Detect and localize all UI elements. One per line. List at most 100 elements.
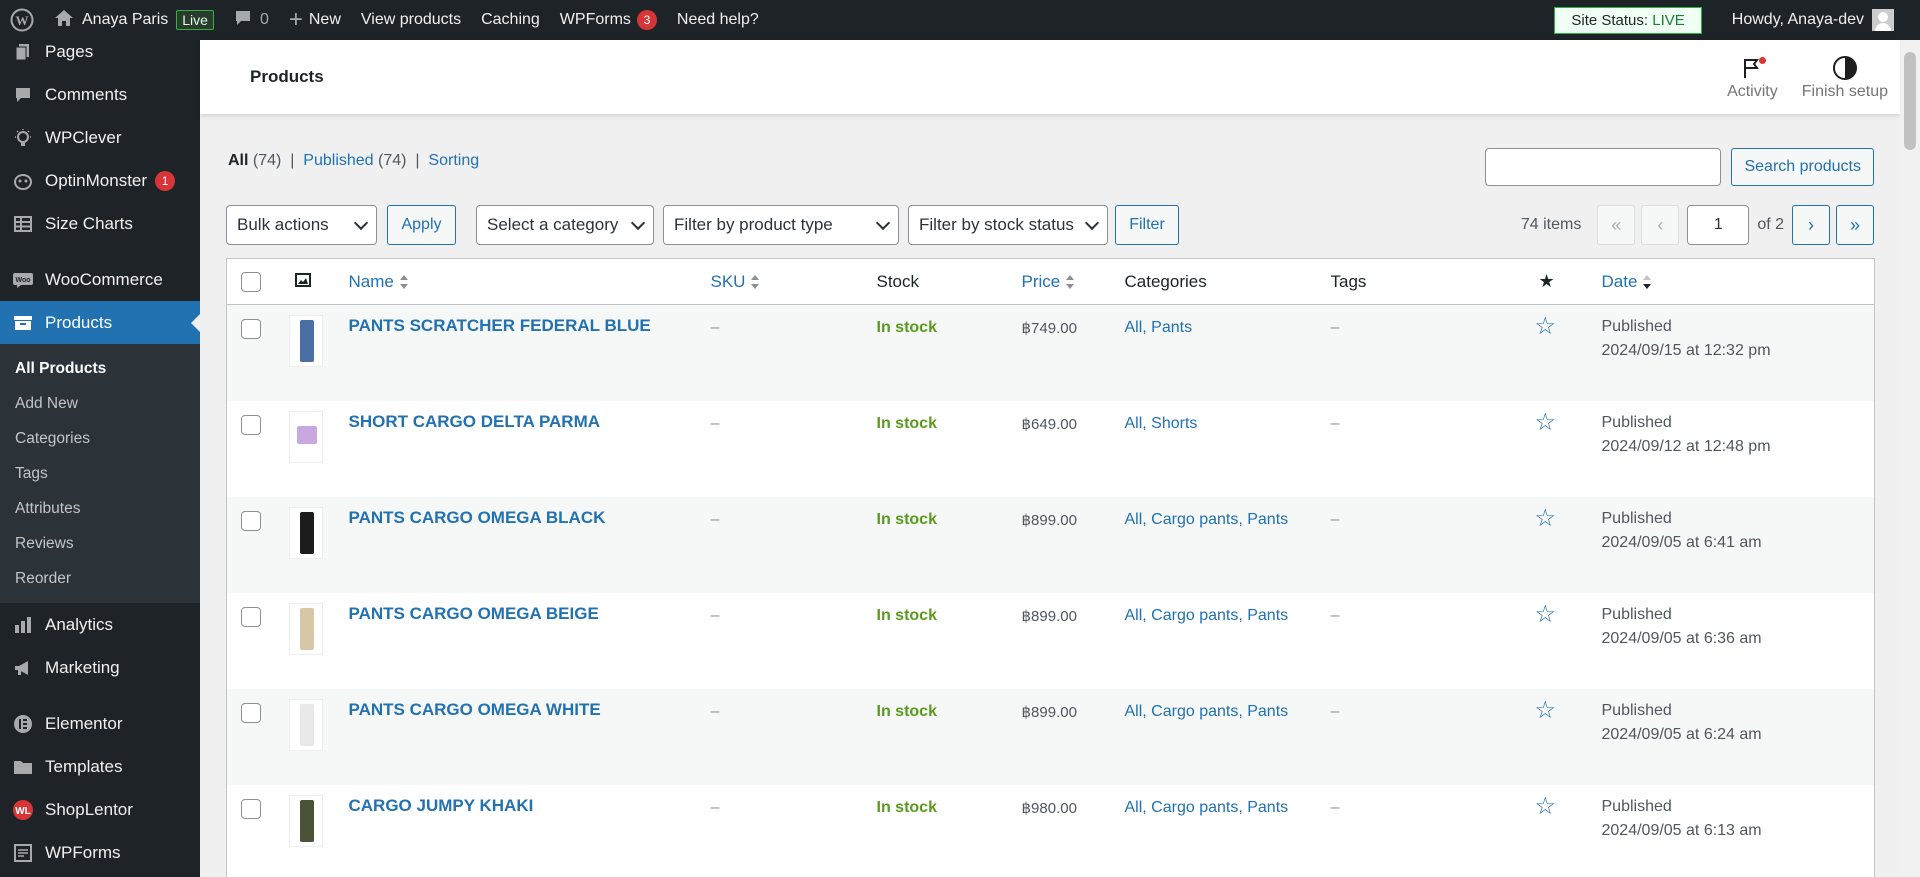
sidebar-item-woocommerce[interactable]: Woo WooCommerce bbox=[0, 258, 200, 301]
submenu-attributes[interactable]: Attributes bbox=[15, 499, 81, 517]
view-filters: All (74) | Published (74) | Sorting bbox=[228, 152, 480, 169]
submenu-tags[interactable]: Tags bbox=[15, 464, 48, 482]
featured-star-outline-icon[interactable]: ☆ bbox=[1534, 313, 1557, 340]
category-select[interactable]: Select a category bbox=[476, 205, 654, 245]
product-thumbnail[interactable] bbox=[288, 698, 323, 751]
column-price-label: Price bbox=[1021, 271, 1061, 291]
view-sorting-link[interactable]: Sorting bbox=[428, 152, 480, 169]
caching-link[interactable]: Caching bbox=[481, 11, 540, 28]
featured-star-outline-icon[interactable]: ☆ bbox=[1534, 792, 1557, 820]
product-categories[interactable]: All, Pants bbox=[1124, 319, 1193, 336]
comments-link[interactable]: 0 bbox=[224, 0, 279, 40]
row-checkbox[interactable] bbox=[241, 414, 261, 435]
submenu-reorder[interactable]: Reorder bbox=[15, 569, 71, 587]
column-price[interactable]: Price bbox=[1021, 258, 1125, 305]
row-checkbox[interactable] bbox=[241, 319, 261, 339]
search-input[interactable] bbox=[1485, 148, 1722, 186]
row-checkbox[interactable] bbox=[241, 510, 261, 531]
product-price: ฿899.00 bbox=[1021, 511, 1077, 529]
submenu-add-new[interactable]: Add New bbox=[15, 394, 78, 412]
product-categories[interactable]: All, Cargo pants, Pants bbox=[1124, 510, 1289, 528]
product-name-link[interactable]: PANTS CARGO OMEGA BEIGE bbox=[348, 603, 599, 623]
product-name-link[interactable]: SHORT CARGO DELTA PARMA bbox=[348, 411, 601, 431]
product-thumbnail[interactable] bbox=[288, 506, 323, 559]
column-sku[interactable]: SKU bbox=[710, 258, 877, 305]
sidebar-item-elementor[interactable]: Elementor bbox=[0, 702, 200, 745]
sidebar-item-shoplentor[interactable]: WL ShopLentor bbox=[0, 788, 200, 831]
row-checkbox[interactable] bbox=[241, 702, 261, 723]
row-checkbox[interactable] bbox=[241, 798, 261, 819]
view-published-count: (74) bbox=[378, 152, 407, 169]
sidebar-item-wpclever[interactable]: WPClever bbox=[0, 116, 200, 159]
column-name[interactable]: Name bbox=[348, 258, 711, 305]
current-page-input[interactable]: 1 bbox=[1687, 205, 1750, 245]
sidebar-item-analytics[interactable]: Analytics bbox=[0, 603, 200, 646]
finish-setup-button[interactable]: Finish setup bbox=[1790, 40, 1900, 114]
view-published-link[interactable]: Published bbox=[303, 152, 374, 169]
prev-page-button[interactable]: ‹ bbox=[1641, 205, 1680, 245]
product-name-link[interactable]: PANTS SCRATCHER FEDERAL BLUE bbox=[348, 316, 651, 335]
product-categories[interactable]: All, Cargo pants, Pants bbox=[1124, 702, 1289, 720]
product-name-link[interactable]: CARGO JUMPY KHAKI bbox=[348, 795, 534, 815]
publish-status: Published bbox=[1601, 509, 1672, 527]
home-icon bbox=[54, 9, 74, 32]
submenu-all-products[interactable]: All Products bbox=[15, 359, 107, 377]
last-page-button[interactable]: » bbox=[1836, 205, 1874, 245]
site-name-link[interactable]: Anaya Paris Live bbox=[44, 0, 224, 40]
sidebar-item-marketing[interactable]: Marketing bbox=[0, 646, 200, 689]
view-all-link[interactable]: All bbox=[228, 152, 249, 169]
sidebar-item-size-charts[interactable]: Size Charts bbox=[0, 202, 200, 245]
product-thumbnail[interactable] bbox=[288, 410, 323, 463]
sidebar-item-templates[interactable]: Templates bbox=[0, 745, 200, 788]
wpforms-link[interactable]: WPForms 3 bbox=[550, 0, 667, 40]
next-page-button[interactable]: › bbox=[1792, 205, 1830, 245]
featured-star-outline-icon[interactable]: ☆ bbox=[1534, 504, 1557, 532]
apply-button[interactable]: Apply bbox=[387, 205, 456, 245]
featured-star-outline-icon[interactable]: ☆ bbox=[1534, 600, 1557, 628]
sidebar-item-label: ShopLentor bbox=[45, 799, 133, 819]
sidebar-item-products[interactable]: Products bbox=[0, 301, 200, 344]
stock-status-select[interactable]: Filter by stock status bbox=[908, 205, 1108, 245]
sidebar-item-pages[interactable]: Pages bbox=[0, 30, 200, 73]
page-scrollbar[interactable] bbox=[1900, 40, 1920, 877]
featured-star-outline-icon[interactable]: ☆ bbox=[1534, 408, 1557, 436]
view-products-link[interactable]: View products bbox=[360, 11, 462, 28]
product-type-select[interactable]: Filter by product type bbox=[663, 205, 899, 245]
site-status-badge[interactable]: Site Status: LIVE bbox=[1554, 6, 1702, 34]
sidebar-item-label: WooCommerce bbox=[45, 269, 163, 289]
row-checkbox[interactable] bbox=[241, 606, 261, 627]
scrollbar-thumb[interactable] bbox=[1904, 52, 1916, 150]
table-row: PANTS CARGO OMEGA BEIGE – In stock ฿899.00 A… bbox=[227, 593, 1875, 689]
product-name-link[interactable]: PANTS CARGO OMEGA WHITE bbox=[348, 699, 601, 719]
submenu-reviews[interactable]: Reviews bbox=[15, 534, 74, 552]
search-products-button[interactable]: Search products bbox=[1731, 148, 1874, 186]
bulk-actions-select[interactable]: Bulk actions bbox=[226, 205, 377, 245]
product-name-link[interactable]: PANTS CARGO OMEGA BLACK bbox=[348, 507, 606, 527]
sidebar-item-comments[interactable]: Comments bbox=[0, 73, 200, 116]
account-menu[interactable]: Howdy, Anaya-dev bbox=[1722, 0, 1920, 40]
need-help-link[interactable]: Need help? bbox=[676, 11, 759, 28]
stock-status: In stock bbox=[876, 319, 937, 336]
product-tags: – bbox=[1330, 414, 1340, 432]
featured-star-outline-icon[interactable]: ☆ bbox=[1534, 696, 1557, 724]
new-content-link[interactable]: + New bbox=[279, 0, 351, 40]
submenu-categories[interactable]: Categories bbox=[15, 429, 90, 447]
product-categories[interactable]: All, Cargo pants, Pants bbox=[1124, 798, 1289, 816]
product-thumbnail[interactable] bbox=[288, 602, 323, 655]
product-thumbnail[interactable] bbox=[288, 794, 323, 847]
first-page-button[interactable]: « bbox=[1597, 205, 1636, 245]
product-categories[interactable]: All, Cargo pants, Pants bbox=[1124, 606, 1289, 624]
activity-button[interactable]: Activity bbox=[1715, 40, 1790, 114]
product-categories[interactable]: All, Shorts bbox=[1124, 414, 1198, 432]
filter-button[interactable]: Filter bbox=[1115, 205, 1179, 245]
sidebar-item-wpforms[interactable]: WPForms bbox=[0, 831, 200, 874]
product-thumbnail[interactable] bbox=[288, 315, 323, 367]
sidebar-item-optinmonster[interactable]: OptinMonster 1 bbox=[0, 159, 200, 202]
select-all-checkbox[interactable] bbox=[241, 271, 261, 292]
category-value: Select a category bbox=[487, 215, 619, 234]
site-status-value: LIVE bbox=[1652, 11, 1685, 29]
wordpress-logo-icon[interactable]: W bbox=[0, 0, 44, 40]
column-date[interactable]: Date bbox=[1601, 258, 1875, 305]
sidebar-item-label: WPForms bbox=[45, 842, 121, 862]
sort-arrows-icon bbox=[399, 275, 408, 290]
